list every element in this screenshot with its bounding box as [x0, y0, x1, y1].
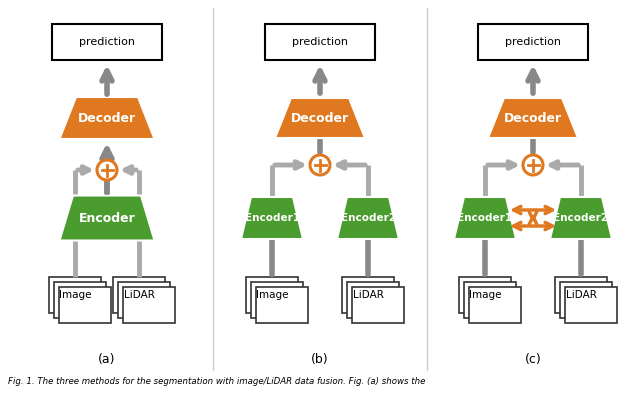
Text: Encoder2: Encoder2 — [554, 213, 609, 223]
FancyBboxPatch shape — [52, 24, 162, 60]
Text: (b): (b) — [311, 354, 329, 367]
Text: Image: Image — [468, 290, 501, 300]
Polygon shape — [337, 197, 399, 239]
FancyBboxPatch shape — [560, 282, 612, 318]
FancyBboxPatch shape — [459, 277, 511, 313]
Text: Decoder: Decoder — [291, 111, 349, 124]
Text: Decoder: Decoder — [504, 111, 562, 124]
Polygon shape — [60, 196, 154, 241]
FancyBboxPatch shape — [49, 277, 101, 313]
Text: (c): (c) — [525, 354, 541, 367]
Text: Image: Image — [256, 290, 288, 300]
Text: Image: Image — [59, 290, 92, 300]
Polygon shape — [241, 197, 303, 239]
Circle shape — [310, 155, 330, 175]
Polygon shape — [488, 98, 578, 138]
FancyBboxPatch shape — [469, 287, 521, 323]
FancyBboxPatch shape — [256, 287, 308, 323]
Circle shape — [97, 160, 117, 180]
Text: LiDAR: LiDAR — [124, 290, 154, 300]
Text: (a): (a) — [99, 354, 116, 367]
Text: prediction: prediction — [79, 37, 135, 47]
FancyBboxPatch shape — [464, 282, 516, 318]
FancyBboxPatch shape — [478, 24, 588, 60]
Text: LiDAR: LiDAR — [353, 290, 383, 300]
FancyBboxPatch shape — [123, 287, 175, 323]
Polygon shape — [454, 197, 516, 239]
Text: prediction: prediction — [292, 37, 348, 47]
FancyBboxPatch shape — [265, 24, 375, 60]
Text: LiDAR: LiDAR — [566, 290, 596, 300]
Text: Decoder: Decoder — [78, 111, 136, 124]
Text: Encoder1: Encoder1 — [458, 213, 513, 223]
FancyBboxPatch shape — [251, 282, 303, 318]
FancyBboxPatch shape — [54, 282, 106, 318]
FancyBboxPatch shape — [59, 287, 111, 323]
FancyBboxPatch shape — [342, 277, 394, 313]
Text: Encoder1: Encoder1 — [244, 213, 300, 223]
FancyBboxPatch shape — [347, 282, 399, 318]
FancyBboxPatch shape — [118, 282, 170, 318]
Polygon shape — [60, 97, 154, 139]
Text: prediction: prediction — [505, 37, 561, 47]
Text: Encoder2: Encoder2 — [340, 213, 396, 223]
FancyBboxPatch shape — [352, 287, 404, 323]
Text: Fig. 1. The three methods for the segmentation with image/LiDAR data fusion. Fig: Fig. 1. The three methods for the segmen… — [8, 378, 426, 386]
FancyBboxPatch shape — [565, 287, 617, 323]
FancyBboxPatch shape — [246, 277, 298, 313]
FancyBboxPatch shape — [113, 277, 165, 313]
Text: Encoder: Encoder — [79, 211, 136, 224]
Polygon shape — [275, 98, 365, 138]
Circle shape — [523, 155, 543, 175]
Polygon shape — [550, 197, 612, 239]
FancyBboxPatch shape — [555, 277, 607, 313]
